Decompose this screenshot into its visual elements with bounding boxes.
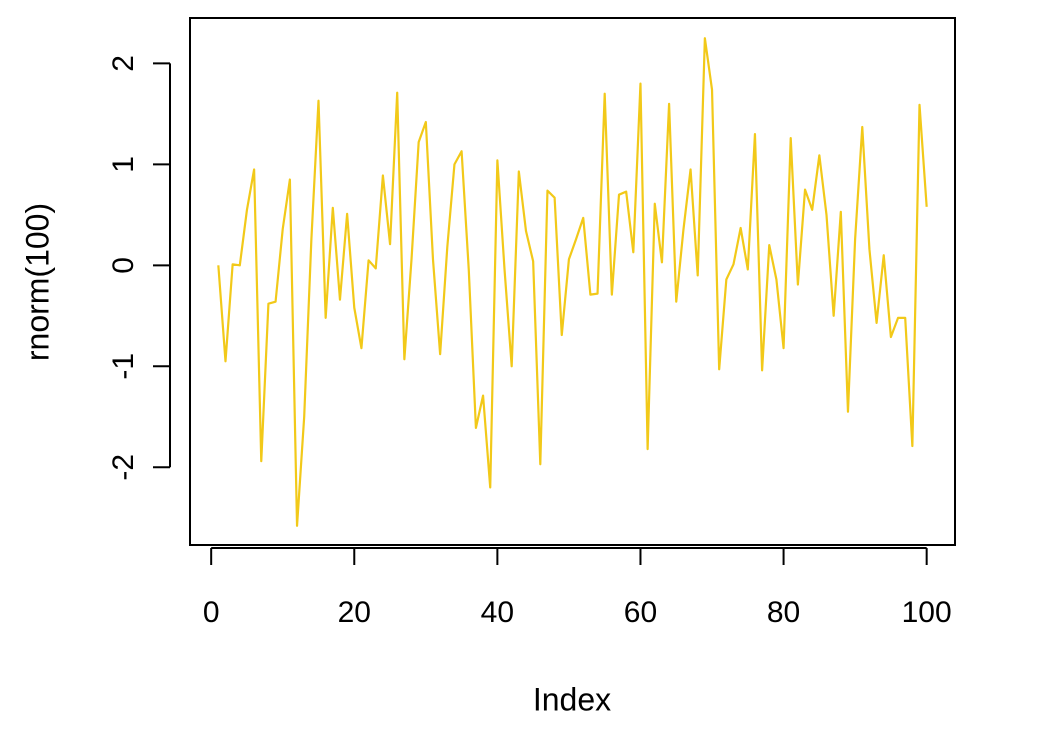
x-axis-title: Index	[533, 681, 611, 717]
x-tick-label: 20	[338, 596, 371, 629]
y-tick-label: -1	[107, 353, 140, 380]
data-line	[217, 37, 928, 527]
x-tick-label: 0	[203, 596, 220, 629]
x-tick-label: 100	[902, 596, 952, 629]
y-tick-label: 1	[107, 156, 140, 173]
y-tick-label: 0	[107, 257, 140, 274]
x-tick-label: 60	[624, 596, 657, 629]
plot-box	[189, 17, 956, 546]
x-tick-label: 80	[767, 596, 800, 629]
y-tick-label: 2	[107, 55, 140, 72]
x-tick-label: 40	[481, 596, 514, 629]
y-tick-label: -2	[107, 454, 140, 481]
y-axis-title: rnorm(100)	[19, 203, 55, 361]
